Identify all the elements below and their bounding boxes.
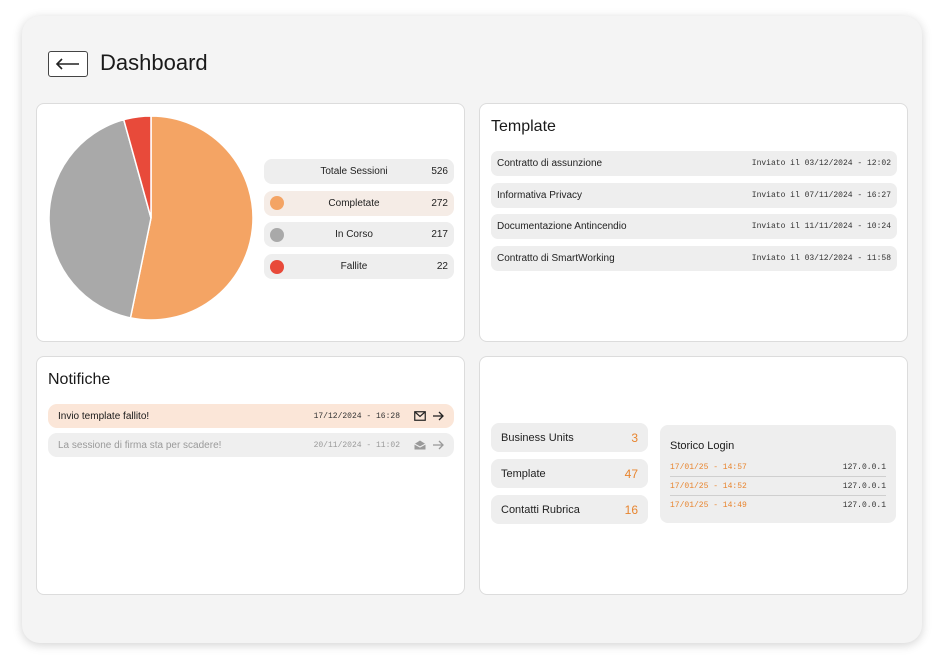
- envelope-closed-icon[interactable]: [414, 411, 426, 421]
- notification-date: 17/12/2024 - 16:28: [313, 411, 400, 421]
- notifications-list: Invio template fallito! 17/12/2024 - 16:…: [48, 404, 454, 462]
- counter-business-units[interactable]: Business Units 3: [491, 423, 648, 452]
- template-name: Informativa Privacy: [497, 189, 583, 201]
- sessions-pie-chart: [48, 115, 254, 321]
- login-row: 17/01/25 - 14:49 127.0.0.1: [670, 496, 886, 515]
- template-row[interactable]: Contratto di assunzione Inviato il 03/12…: [491, 151, 897, 176]
- legend-dot: [270, 196, 284, 211]
- login-time: 17/01/25 - 14:49: [670, 501, 747, 510]
- legend-item-label: Fallite: [340, 261, 368, 273]
- template-row[interactable]: Informativa Privacy Inviato il 07/11/202…: [491, 182, 897, 208]
- counter-contatti-rubrica[interactable]: Contatti Rubrica 16: [491, 495, 648, 524]
- notification-text: Invio template fallito!: [58, 410, 150, 422]
- login-ip: 127.0.0.1: [842, 501, 886, 510]
- counter-template[interactable]: Template 47: [491, 459, 648, 488]
- notifications-card: Notifiche Invio template fallito! 17/12/…: [36, 356, 465, 595]
- notification-item[interactable]: La sessione di firma sta per scadere! 20…: [48, 433, 454, 457]
- legend-dot: [270, 227, 284, 242]
- pie-slice-completate[interactable]: [129, 115, 254, 321]
- counter-label: Template: [501, 467, 546, 480]
- login-time: 17/01/25 - 14:52: [670, 481, 747, 491]
- page-title: Dashboard: [100, 50, 208, 75]
- login-history: Storico Login 17/01/25 - 14:57 127.0.0.1…: [660, 425, 896, 523]
- legend-total: Totale Sessioni 526: [264, 159, 454, 184]
- pie-slice-fallite[interactable]: [122, 115, 152, 219]
- pie-slice-in-corso[interactable]: [48, 118, 152, 319]
- template-name: Contratto di assunzione: [497, 158, 603, 169]
- notification-item[interactable]: Invio template fallito! 17/12/2024 - 16:…: [48, 404, 454, 428]
- legend-dot: [270, 259, 284, 274]
- legend-item-completate[interactable]: Completate 272: [264, 190, 454, 216]
- login-time: 17/01/25 - 14:57: [670, 462, 747, 472]
- summary-card: Business Units 3 Template 47 Contatti Ru…: [479, 356, 908, 595]
- template-row[interactable]: Contratto di SmartWorking Inviato il 03/…: [491, 246, 897, 272]
- template-card-title: Template: [491, 118, 556, 135]
- template-name: Contratto di SmartWorking: [497, 253, 615, 265]
- template-name: Documentazione Antincendio: [497, 221, 627, 233]
- legend-total-value: 526: [431, 166, 448, 177]
- sessions-card: Totale Sessioni 526 Completate 272 In Co…: [36, 103, 465, 342]
- legend-item-value: 22: [436, 261, 448, 273]
- counter-value: 3: [631, 430, 638, 445]
- template-sent-date: Inviato il 07/11/2024 - 16:27: [751, 190, 891, 200]
- login-row: 17/01/25 - 14:52 127.0.0.1: [670, 477, 886, 496]
- legend-item-label: Completate: [328, 197, 380, 209]
- template-row[interactable]: Documentazione Antincendio Inviato il 11…: [491, 214, 897, 240]
- legend-item-fallite[interactable]: Fallite 22: [264, 254, 454, 280]
- notification-date: 20/11/2024 - 11:02: [313, 440, 400, 450]
- sessions-legend: Totale Sessioni 526 Completate 272 In Co…: [264, 159, 454, 286]
- login-row: 17/01/25 - 14:57 127.0.0.1: [670, 458, 886, 477]
- counters-list: Business Units 3 Template 47 Contatti Ru…: [491, 423, 648, 531]
- back-button[interactable]: [48, 51, 88, 77]
- template-sent-date: Inviato il 03/12/2024 - 12:02: [751, 159, 891, 168]
- arrow-left-icon: [55, 58, 79, 70]
- counter-value: 47: [624, 466, 638, 481]
- notifications-card-title: Notifiche: [48, 371, 111, 388]
- counter-label: Business Units: [501, 431, 574, 444]
- counter-label: Contatti Rubrica: [501, 503, 580, 516]
- notification-text: La sessione di firma sta per scadere!: [58, 439, 222, 451]
- login-history-title: Storico Login: [670, 440, 735, 452]
- template-list: Contratto di assunzione Inviato il 03/12…: [491, 151, 897, 278]
- legend-item-value: 217: [431, 229, 448, 241]
- envelope-open-icon[interactable]: [414, 440, 426, 450]
- legend-item-label: In Corso: [335, 229, 373, 241]
- login-ip: 127.0.0.1: [842, 481, 886, 491]
- template-card: Template Contratto di assunzione Inviato…: [479, 103, 908, 342]
- dashboard-window: Dashboard Totale Sessioni 526 Completate…: [22, 16, 922, 643]
- legend-total-label: Totale Sessioni: [320, 166, 388, 177]
- legend-item-in-corso[interactable]: In Corso 217: [264, 222, 454, 248]
- counter-value: 16: [624, 502, 638, 517]
- arrow-right-icon[interactable]: [432, 440, 444, 450]
- legend-item-value: 272: [431, 197, 448, 209]
- template-sent-date: Inviato il 03/12/2024 - 11:58: [751, 254, 891, 264]
- template-sent-date: Inviato il 11/11/2024 - 10:24: [751, 222, 891, 232]
- login-ip: 127.0.0.1: [842, 462, 886, 472]
- arrow-right-icon[interactable]: [432, 411, 444, 421]
